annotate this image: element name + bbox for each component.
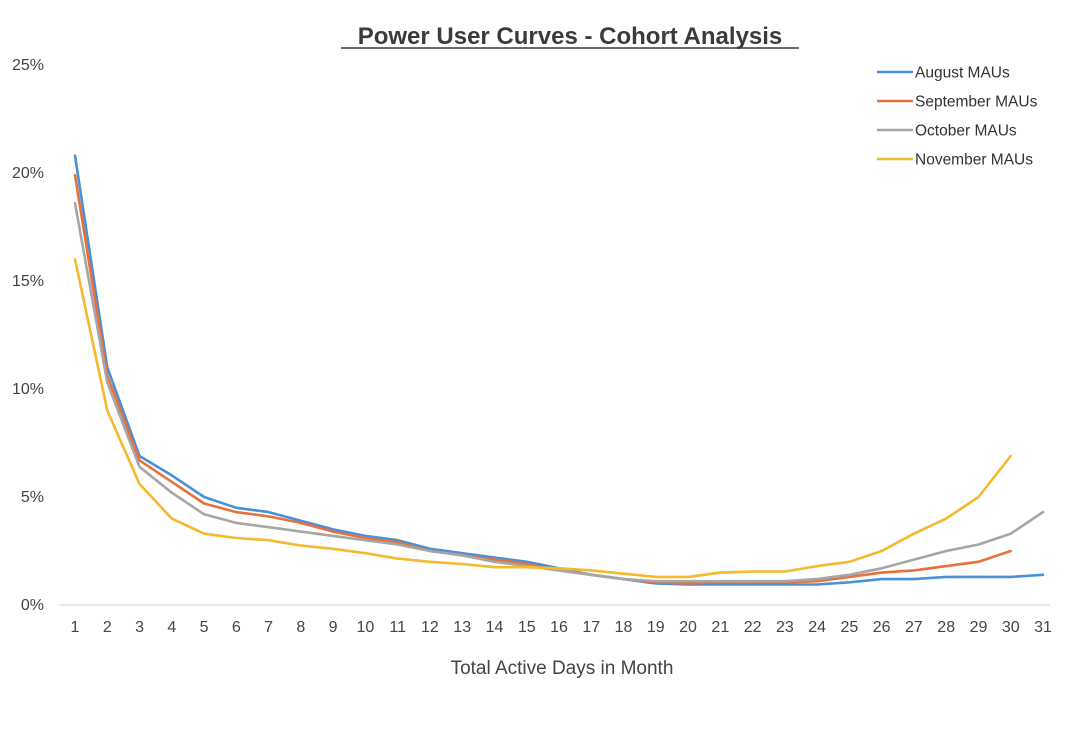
x-tick-label: 22 (744, 619, 762, 636)
x-tick-label: 28 (937, 619, 955, 636)
x-tick-label: 14 (486, 619, 504, 636)
x-tick-label: 18 (615, 619, 633, 636)
y-tick-label: 5% (21, 489, 44, 506)
x-tick-label: 9 (329, 619, 338, 636)
x-tick-label: 27 (905, 619, 923, 636)
series-line (73, 173, 1013, 585)
x-axis-ticks: 1 2 3 4 5 6 7 8 9 10 11 12 13 14 15 16 17 18 19 20 21 22 23 24 2… (71, 619, 1052, 636)
x-tick-label: 16 (550, 619, 568, 636)
x-tick-label: 25 (841, 619, 859, 636)
x-tick-label: 20 (679, 619, 697, 636)
x-tick-label: 5 (200, 619, 209, 636)
legend: August MAUs September MAUs October MAUs Nov… (877, 65, 1038, 169)
x-tick-label: 6 (232, 619, 241, 636)
x-tick-label: 8 (296, 619, 305, 636)
y-tick-label: 15% (12, 273, 44, 290)
y-axis-ticks: 0% 5% 10% 15% 20% 25% (12, 57, 44, 614)
x-tick-label: 7 (264, 619, 273, 636)
x-tick-label: 2 (103, 619, 112, 636)
chart-title: Power User Curves - Cohort Analysis (358, 23, 783, 50)
x-tick-label: 1 (71, 619, 80, 636)
x-tick-label: 31 (1034, 619, 1052, 636)
x-tick-label: 23 (776, 619, 794, 636)
x-tick-label: 15 (518, 619, 536, 636)
y-tick-label: 25% (12, 57, 44, 74)
x-tick-label: 26 (873, 619, 891, 636)
y-tick-label: 20% (12, 165, 44, 182)
series-lines (73, 154, 1045, 586)
x-tick-label: 29 (970, 619, 988, 636)
y-tick-label: 0% (21, 597, 44, 614)
legend-label: October MAUs (915, 123, 1017, 140)
legend-label: November MAUs (915, 152, 1033, 169)
x-tick-label: 13 (453, 619, 471, 636)
legend-label: August MAUs (915, 65, 1010, 82)
x-tick-label: 24 (808, 619, 826, 636)
series-line (73, 201, 1045, 583)
x-tick-label: 12 (421, 619, 439, 636)
series-line (73, 258, 1013, 579)
x-tick-label: 17 (582, 619, 600, 636)
x-tick-label: 11 (389, 619, 406, 636)
x-tick-label: 3 (135, 619, 144, 636)
x-axis-title: Total Active Days in Month (451, 658, 674, 679)
x-tick-label: 10 (357, 619, 375, 636)
x-tick-label: 19 (647, 619, 665, 636)
series-line (73, 154, 1045, 586)
y-tick-label: 10% (12, 381, 44, 398)
x-tick-label: 4 (167, 619, 176, 636)
x-tick-label: 30 (1002, 619, 1020, 636)
legend-label: September MAUs (915, 94, 1038, 111)
x-tick-label: 21 (711, 619, 729, 636)
